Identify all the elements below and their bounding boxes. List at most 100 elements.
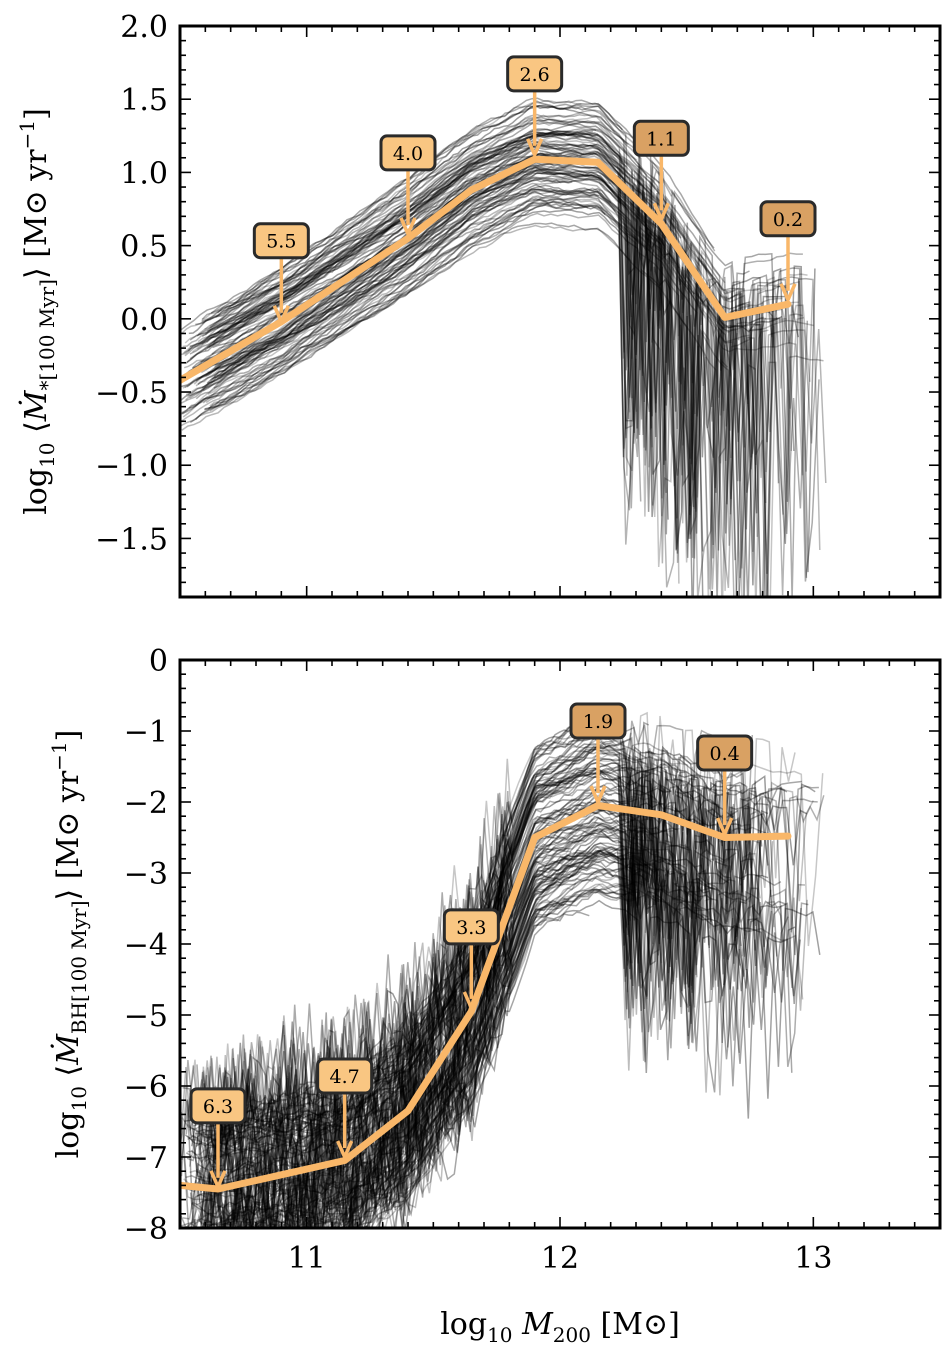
annotation-1.9: 1.9	[569, 702, 627, 804]
track-line	[209, 212, 824, 597]
track-line	[185, 748, 818, 1136]
track-line	[198, 822, 698, 1228]
track-line	[181, 742, 750, 1146]
track-line	[186, 167, 814, 597]
track-line	[187, 162, 572, 396]
track-line	[190, 779, 574, 1187]
track-line	[196, 763, 641, 1195]
track-line	[207, 127, 820, 582]
track-line	[205, 187, 616, 404]
track-line	[296, 899, 801, 1228]
track-line	[183, 139, 783, 546]
track-line	[187, 771, 607, 1195]
annotation-0.4: 0.4	[696, 734, 754, 836]
y-tick-label: −3	[124, 857, 168, 892]
track-line	[202, 195, 804, 597]
track-line	[211, 164, 803, 597]
track-line	[269, 903, 564, 1228]
track-line	[207, 776, 570, 1168]
track-line	[209, 737, 601, 1164]
track-line	[204, 865, 742, 1228]
annotation-label: 6.3	[203, 1096, 233, 1118]
track-line	[197, 144, 624, 343]
track-line	[191, 810, 701, 1228]
track-line	[235, 887, 808, 1228]
y-tick-label: −2	[124, 786, 168, 821]
track-line	[180, 183, 620, 401]
track-line	[207, 816, 659, 1172]
track-line	[181, 188, 655, 415]
y-tick-label: 0.0	[120, 303, 168, 338]
track-line	[206, 851, 769, 1228]
annotation-arrow-head	[272, 305, 290, 324]
y-tick-label: −4	[124, 928, 168, 963]
track-line	[215, 116, 803, 482]
track-line	[193, 725, 632, 1159]
track-line	[192, 750, 640, 1149]
track-line	[199, 776, 668, 1207]
track-line	[208, 849, 634, 1228]
track-line	[188, 737, 814, 1179]
track-line	[206, 766, 802, 1174]
track-line	[186, 788, 739, 1185]
annotation-5.5: 5.5	[252, 222, 310, 324]
track-line	[216, 97, 715, 314]
track-line	[180, 224, 740, 597]
background-tracks	[180, 704, 825, 1228]
track-line	[182, 116, 612, 354]
track-line	[259, 851, 665, 1228]
track-line	[194, 737, 757, 1157]
track-line	[191, 740, 698, 1163]
track-line	[269, 882, 577, 1228]
track-line	[208, 209, 704, 597]
track-line	[202, 871, 625, 1228]
track-line	[210, 136, 793, 464]
track-line	[237, 887, 750, 1228]
track-line	[201, 174, 736, 561]
annotation-arrow-head	[336, 1140, 354, 1159]
track-line	[210, 845, 619, 1228]
track-line	[206, 143, 813, 597]
track-line	[195, 174, 775, 597]
track-line	[189, 222, 699, 558]
track-line	[214, 177, 573, 379]
track-line	[186, 707, 612, 1173]
annotation-arrow-head	[652, 202, 670, 222]
track-line	[200, 826, 649, 1228]
y-axis-label: log10 ⟨Ṁ*[100 Myr]⟩ [M⊙ yr−1]	[15, 108, 59, 515]
annotation-arrow-head	[589, 785, 607, 804]
track-line	[196, 844, 671, 1228]
track-line	[203, 832, 579, 1228]
y-tick-label: −1	[124, 715, 168, 750]
track-line	[180, 758, 824, 1182]
track-line	[205, 704, 624, 1151]
track-line	[180, 782, 628, 1195]
track-line	[201, 132, 821, 551]
y-tick-label: −7	[124, 1141, 168, 1176]
annotation-box	[759, 200, 817, 238]
track-line	[195, 757, 819, 1160]
track-line	[216, 152, 562, 334]
track-line	[224, 854, 695, 1228]
annotation-4.0: 4.0	[379, 134, 437, 236]
track-line	[186, 169, 695, 396]
track-line	[214, 169, 762, 597]
track-line	[208, 144, 760, 458]
track-line	[197, 109, 716, 335]
track-line	[214, 744, 611, 1177]
track-line	[183, 808, 633, 1216]
y-tick-label: −1.5	[95, 522, 168, 557]
track-line	[204, 742, 710, 1187]
median-line	[180, 802, 792, 1193]
annotation-label: 1.1	[646, 128, 676, 150]
track-line	[204, 141, 642, 351]
track-line	[200, 842, 691, 1228]
track-line	[378, 888, 789, 1228]
track-line	[205, 121, 808, 578]
track-line	[216, 172, 642, 509]
track-line	[209, 114, 673, 328]
track-line	[181, 132, 596, 334]
track-line	[216, 711, 796, 1142]
track-line	[233, 831, 737, 1228]
track-line	[185, 189, 630, 401]
